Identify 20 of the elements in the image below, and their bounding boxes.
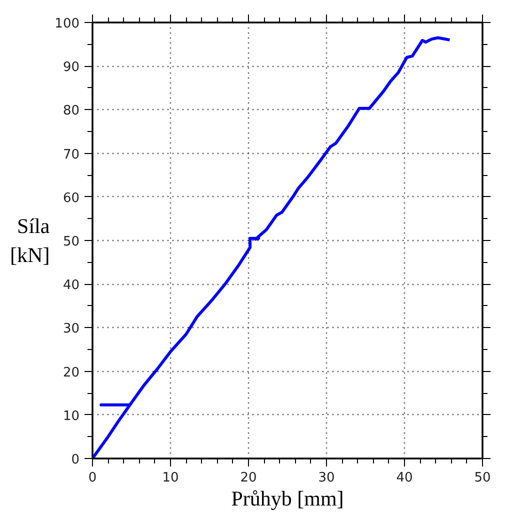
- y-tick-label: 40: [62, 278, 80, 294]
- x-tick-label: 10: [162, 470, 179, 486]
- y-tick-label: 20: [62, 365, 80, 380]
- x-axis-title: Průhyb [mm]: [231, 486, 344, 510]
- x-tick-label: 40: [396, 470, 413, 486]
- y-tick-label: 10: [62, 408, 80, 424]
- y-tick-label: 60: [62, 190, 80, 206]
- line-series: [92, 36, 452, 458]
- y-tick-label: 30: [62, 322, 80, 337]
- y-tick-label: 80: [62, 104, 80, 119]
- y-tick-label: 70: [62, 147, 80, 162]
- y-tick-label: 100: [54, 16, 80, 32]
- x-tick-label: 20: [240, 470, 257, 486]
- y-axis-title: Síla [kN]: [10, 214, 50, 267]
- y-tick-label: 50: [62, 234, 80, 250]
- y-tick-label: 0: [71, 452, 80, 468]
- x-tick-label: 0: [88, 470, 97, 486]
- x-tick-label: 50: [474, 470, 491, 486]
- x-tick-label: 30: [318, 470, 335, 486]
- y-tick-label: 90: [62, 60, 80, 76]
